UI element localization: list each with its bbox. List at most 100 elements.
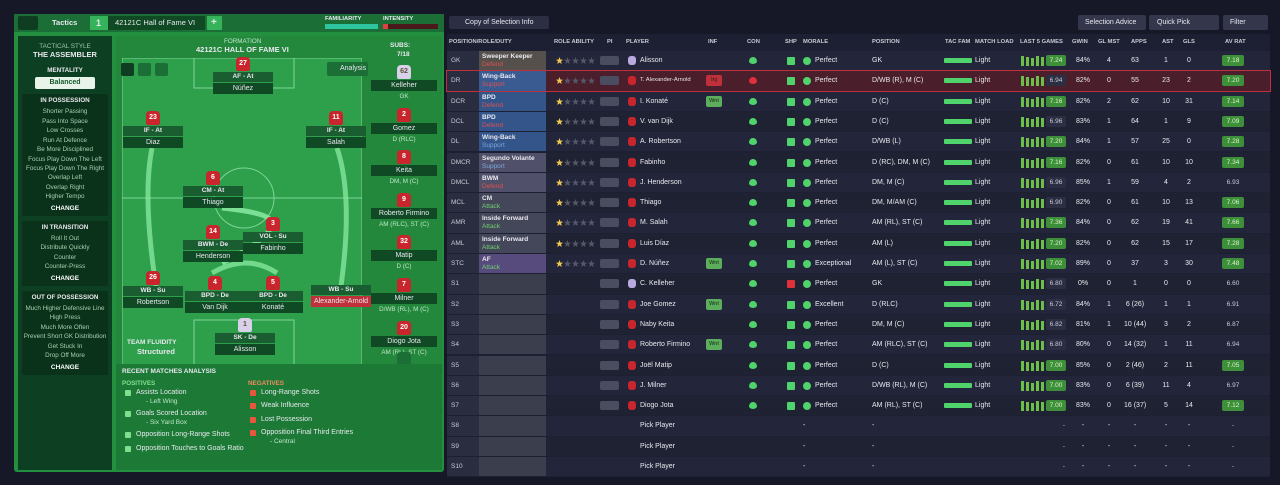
player-position: AM (L) xyxy=(872,239,893,247)
column-header[interactable]: SHP xyxy=(785,39,797,45)
form-bar xyxy=(1026,361,1029,371)
positives-label: POSITIVES xyxy=(122,380,156,387)
tac-fam-bar xyxy=(944,281,972,287)
name-box xyxy=(371,335,437,347)
column-header[interactable]: AV RAT xyxy=(1225,39,1246,45)
add-tactic[interactable]: + xyxy=(211,17,217,28)
column-header[interactable]: AST xyxy=(1162,39,1174,45)
column-header[interactable]: TAC FAM xyxy=(945,39,971,45)
column-header[interactable]: MORALE xyxy=(803,39,829,45)
last-form: 7.02 xyxy=(1049,260,1063,267)
player-position: - xyxy=(872,463,875,470)
change-button[interactable]: CHANGE xyxy=(50,204,80,212)
column-header[interactable]: PLAYER xyxy=(626,39,649,45)
stat-glmst: 0 xyxy=(1107,361,1111,369)
change-button[interactable]: CHANGE xyxy=(50,363,80,371)
shirt xyxy=(397,107,411,122)
sharpness-icon xyxy=(787,300,795,309)
pi-icon xyxy=(600,218,619,228)
stat-gwin: 83% xyxy=(1075,117,1090,125)
column-header[interactable]: PI xyxy=(607,39,613,45)
instruction: High Press xyxy=(49,314,81,322)
form-bar xyxy=(1036,238,1039,249)
morale-icon xyxy=(803,199,811,208)
tactic-select xyxy=(108,16,205,30)
duty: Attack xyxy=(482,223,501,231)
view-name[interactable]: Copy of Selection Info xyxy=(465,19,534,26)
player-icon xyxy=(628,157,636,167)
role-block xyxy=(479,457,546,477)
form-box xyxy=(1046,339,1066,351)
player-name: Roberto Firmino xyxy=(640,341,691,349)
form-bar xyxy=(1026,57,1029,66)
stat-glmst: 0 xyxy=(1107,77,1111,85)
sharpness-icon xyxy=(787,97,795,106)
last-form: 6.72 xyxy=(1049,300,1063,308)
sharpness-icon xyxy=(787,178,795,187)
stat-gls: - xyxy=(1187,463,1191,470)
add-button xyxy=(207,16,222,30)
mentality-label: MENTALITY xyxy=(47,66,83,74)
positive: Opposition Long-Range Shots xyxy=(136,431,230,438)
role-block xyxy=(479,314,546,335)
pi-icon xyxy=(600,380,619,390)
form-bar xyxy=(1026,280,1029,290)
sharpness-icon xyxy=(787,260,795,268)
shirt xyxy=(397,192,411,207)
stat-ast: 3 xyxy=(1164,260,1168,267)
column-header[interactable]: APPS xyxy=(1131,39,1147,45)
av-rating: - xyxy=(1231,422,1235,430)
position-code: DMCR xyxy=(451,158,471,166)
player-name[interactable]: Pick Player xyxy=(640,422,676,430)
sub-name: Keita xyxy=(396,167,412,175)
column-header[interactable]: CON xyxy=(747,39,760,45)
quick-pick[interactable]: Quick Pick xyxy=(1157,19,1191,26)
shirt xyxy=(146,271,160,285)
sharpness-icon xyxy=(787,158,795,167)
analysis[interactable]: Analysis xyxy=(340,65,367,72)
column-header[interactable]: LAST 5 GAMES xyxy=(1020,39,1063,45)
tac-fam-bar xyxy=(944,98,972,104)
column-header[interactable]: GWIN xyxy=(1072,39,1088,45)
form-bar xyxy=(1021,380,1024,391)
instruction: Pass Into Space xyxy=(42,117,88,125)
column-header[interactable]: GL MST xyxy=(1098,39,1120,45)
change-button[interactable]: CHANGE xyxy=(50,274,80,282)
role-stars xyxy=(556,117,595,125)
sharpness-icon xyxy=(787,199,795,208)
player-name[interactable]: Pick Player xyxy=(640,463,676,470)
mentality[interactable]: Balanced xyxy=(35,77,95,90)
tactic-section: IN POSSESSION Shorter Passing Pass Into Sp… xyxy=(22,94,108,216)
shirt-number: 8 xyxy=(402,153,406,161)
view-select xyxy=(449,16,549,29)
pi-icon xyxy=(600,279,619,289)
player-name: D. Núñez xyxy=(640,260,670,267)
tactic-section: IN TRANSITION Roll It Out Distribute Quick… xyxy=(22,220,108,286)
duty: Attack xyxy=(482,203,501,211)
av-rating: - xyxy=(1231,463,1235,470)
av-rating: 7.20 xyxy=(1226,77,1240,85)
sub-position: DM, M (C) xyxy=(389,178,419,186)
pi-icon xyxy=(600,319,619,329)
column-header[interactable]: GLS xyxy=(1183,39,1195,45)
selection-advice[interactable]: Selection Advice xyxy=(1085,19,1137,26)
filter[interactable]: Filter xyxy=(1230,19,1246,26)
column-header[interactable]: MATCH LOAD xyxy=(975,39,1014,45)
player-position: DM, M/AM (C) xyxy=(872,199,917,207)
role-block xyxy=(479,213,546,233)
stat-gls: 41 xyxy=(1185,219,1193,227)
stat-ast: - xyxy=(1164,422,1168,430)
column-header[interactable]: POSITION xyxy=(872,39,900,45)
column-header[interactable]: INF xyxy=(708,39,718,45)
match-load: Light xyxy=(975,57,991,64)
column-header[interactable]: POSITION/ROLE/DUTY xyxy=(449,39,512,45)
player-role: WB - Su xyxy=(140,287,166,294)
form-bar xyxy=(1036,116,1039,127)
player-name[interactable]: Pick Player xyxy=(640,442,676,450)
condition-icon xyxy=(749,239,757,247)
negative-icon xyxy=(250,390,256,396)
last-form: 7.00 xyxy=(1049,402,1063,410)
column-header[interactable]: ROLE ABILITY xyxy=(554,39,595,45)
form-box xyxy=(1046,359,1066,371)
form-bar xyxy=(1021,76,1024,87)
